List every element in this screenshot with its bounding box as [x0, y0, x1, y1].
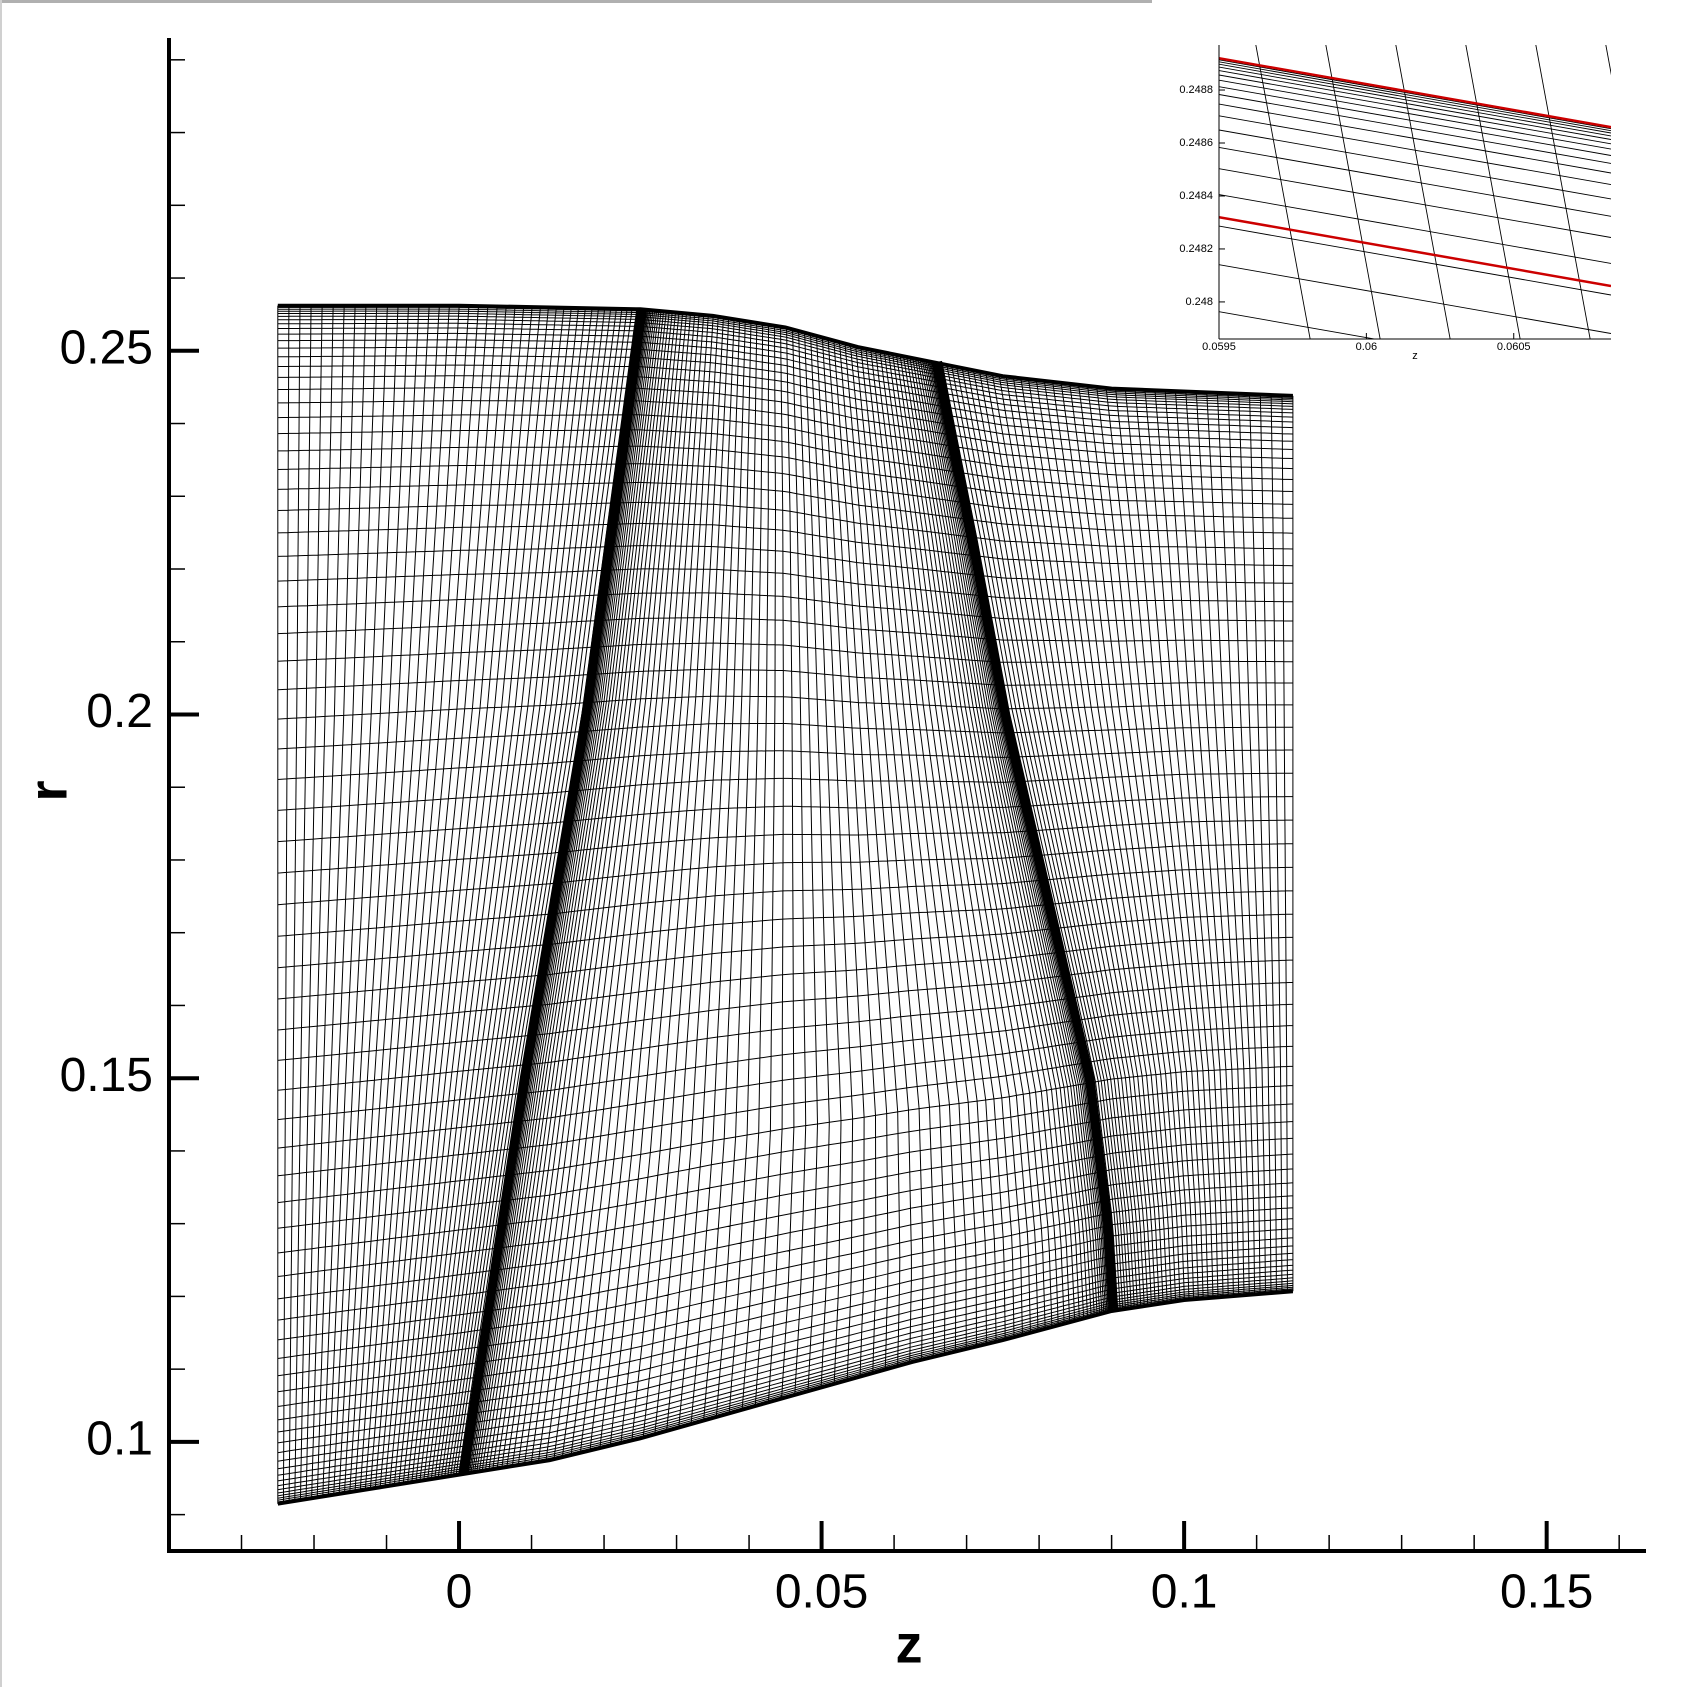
block-interface [933, 360, 1118, 1310]
y-tick-label: 0.2 [86, 685, 153, 738]
inset-plot [1219, 45, 1611, 339]
inset-y-tick-label: 0.2482 [1179, 243, 1213, 255]
x-tick-label: 0 [446, 1566, 473, 1619]
inset-series-line [1219, 215, 1611, 288]
x-tick-label: 0.05 [775, 1566, 868, 1619]
inset-y-tick-label: 0.2486 [1179, 137, 1213, 149]
y-tick-label: 0.25 [60, 321, 153, 374]
x-tick-label: 0.1 [1151, 1566, 1218, 1619]
shroud-line [277, 303, 1293, 398]
inset-x-tick-label: 0.06 [1356, 341, 1377, 353]
inset-y-tick-label: 0.2488 [1179, 84, 1213, 96]
y-tick-label: 0.15 [60, 1049, 153, 1102]
inset-y-tick-label: 0.2484 [1179, 190, 1213, 202]
hub-line [277, 1289, 1294, 1506]
inset-background [1219, 45, 1611, 339]
inset-series-line [1219, 56, 1611, 129]
left-border [0, 0, 2, 1687]
x-axis-title: z [896, 1614, 923, 1674]
inset-x-axis-title: z [1412, 350, 1418, 362]
mesh-lines [277, 305, 1294, 1505]
inset-y-tick-label: 0.248 [1185, 296, 1213, 308]
y-tick-label: 0.1 [86, 1413, 153, 1466]
y-axis-title: r [18, 780, 78, 801]
x-tick-label: 0.15 [1500, 1566, 1593, 1619]
inset-x-tick-label: 0.0605 [1497, 341, 1531, 353]
inset-x-tick-label: 0.0595 [1202, 341, 1236, 353]
block-interface [458, 310, 646, 1474]
top-border [0, 0, 1152, 3]
